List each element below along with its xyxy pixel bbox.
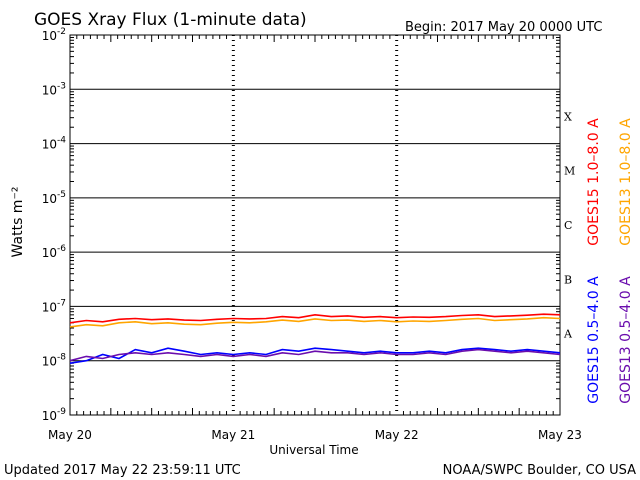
x-axis-label: Universal Time xyxy=(269,443,358,457)
credit-label: NOAA/SWPC Boulder, CO USA xyxy=(443,463,636,478)
x-tick-label: May 22 xyxy=(375,428,419,442)
y-axis-label: Watts m⁻² xyxy=(10,187,26,258)
plot-frame xyxy=(69,34,561,416)
chart-title: GOES Xray Flux (1-minute data) xyxy=(34,10,307,30)
legend-entry: GOES15 0.5–4.0 A xyxy=(586,276,602,404)
x-tick-label: May 20 xyxy=(48,428,92,442)
x-tick-labels: May 20 May 21 May 22 May 23 xyxy=(48,428,582,442)
y-tick-label: 10-5 xyxy=(42,190,66,206)
y-tick-label: 10-2 xyxy=(42,27,66,43)
y-tick-label: 10-9 xyxy=(42,407,67,423)
begin-label: Begin: 2017 May 20 0000 UTC xyxy=(405,20,602,35)
legend-entry: GOES13 0.5–4.0 A xyxy=(618,276,634,404)
y-tick-labels: 10-2 10-3 10-4 10-5 10-6 10-7 10-8 10-9 xyxy=(42,27,67,423)
legend-entry: GOES15 1.0–8.0 A xyxy=(586,118,602,246)
legend-entry: GOES13 1.0–8.0 A xyxy=(618,118,634,246)
y-tick-label: 10-4 xyxy=(42,136,67,152)
x-tick-label: May 21 xyxy=(211,428,255,442)
flare-class-label: X xyxy=(564,110,572,123)
series-line xyxy=(69,316,561,328)
day-divider-ticks xyxy=(76,35,554,415)
flare-class-label: A xyxy=(563,328,573,341)
y-tick-label: 10-8 xyxy=(42,353,67,369)
y-minor-ticks xyxy=(70,36,560,400)
series-line xyxy=(69,313,561,324)
series-line xyxy=(69,347,561,364)
x-tick-label: May 23 xyxy=(538,428,582,442)
y-tick-label: 10-3 xyxy=(42,81,66,97)
y-tick-label: 10-7 xyxy=(42,298,66,314)
series-line xyxy=(69,348,561,362)
series-lines xyxy=(69,313,561,364)
legend: GOES15 1.0–8.0 A GOES13 1.0–8.0 A GOES15 0… xyxy=(586,118,634,404)
flare-class-label: C xyxy=(564,219,572,232)
flare-class-label: B xyxy=(564,273,572,286)
flare-class-label: M xyxy=(564,165,575,178)
y-tick-label: 10-6 xyxy=(42,244,67,260)
flare-class-labels: X M C B A xyxy=(563,110,575,340)
updated-label: Updated 2017 May 22 23:59:11 UTC xyxy=(4,463,241,478)
grid-lines xyxy=(70,88,560,362)
